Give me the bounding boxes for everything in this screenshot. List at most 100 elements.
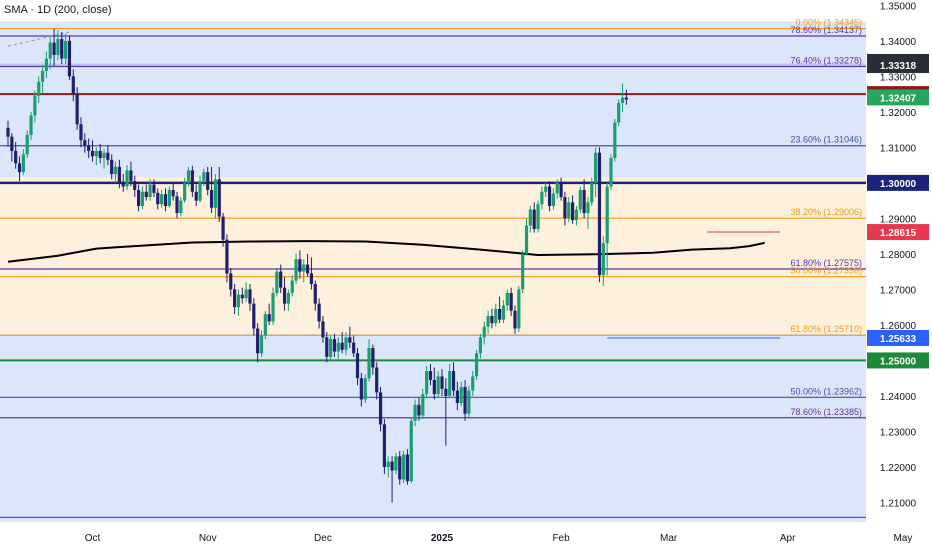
candle [286, 289, 290, 311]
candle-body [617, 102, 621, 123]
candle-body [225, 239, 229, 274]
candle [175, 191, 179, 219]
candle [271, 287, 275, 325]
price-tag-text: 1.28615 [880, 228, 917, 239]
candle [613, 118, 617, 162]
candle [275, 268, 279, 297]
candle [355, 348, 360, 386]
candle-body [175, 196, 179, 214]
candle [282, 276, 287, 311]
candle [67, 35, 72, 80]
candle [75, 87, 79, 130]
candle-body [229, 273, 233, 290]
candle-body [121, 182, 125, 187]
candle-body [133, 181, 137, 190]
candle [513, 305, 517, 334]
candle-body [209, 189, 214, 208]
candle [125, 165, 129, 190]
candle [425, 365, 429, 398]
candle [498, 296, 502, 324]
candle-body [44, 58, 49, 72]
candle [363, 374, 367, 404]
candle [486, 310, 490, 334]
candle [256, 323, 260, 363]
candle [110, 154, 114, 180]
candle [371, 344, 375, 375]
candle [298, 250, 302, 279]
candle-body [544, 186, 548, 192]
candle [540, 186, 544, 210]
candle [601, 236, 605, 286]
candle [409, 417, 413, 483]
candle-body [117, 166, 121, 183]
candle [329, 335, 333, 361]
sma-200-line [7, 240, 765, 263]
candle [348, 326, 352, 348]
candle [467, 385, 471, 418]
candle [617, 99, 621, 127]
candle-body [14, 150, 18, 164]
candle-body [432, 379, 436, 395]
hlines-layer [0, 27, 866, 518]
candle [14, 142, 18, 169]
candle-body [494, 308, 498, 324]
candle [133, 175, 137, 198]
indicator-label[interactable]: SMA · 1D (200, close) [4, 4, 112, 16]
candle [509, 287, 513, 317]
candle-body [348, 337, 352, 343]
candle [501, 300, 506, 324]
price-tag-text: 1.25000 [880, 356, 917, 367]
price-tag-bg [867, 224, 929, 241]
candle [25, 130, 29, 159]
candle-body [570, 202, 575, 221]
candle [459, 381, 463, 407]
candle-body [551, 193, 555, 206]
candle [451, 362, 456, 396]
sma-layer [7, 240, 765, 263]
candle [482, 321, 486, 345]
candle-body [332, 339, 337, 352]
candle-body [186, 170, 191, 183]
candle-body [359, 378, 363, 400]
candle [140, 186, 145, 210]
candle [340, 332, 344, 354]
candle [194, 184, 198, 206]
candle-body [390, 461, 394, 471]
candle-body [248, 289, 252, 304]
candle [352, 335, 356, 357]
candle [136, 184, 141, 212]
candle-body [217, 179, 221, 217]
x-tick-label: Dec [314, 533, 332, 544]
candle [90, 140, 95, 162]
candle-body [25, 134, 29, 155]
candle-body [213, 179, 218, 208]
candle-body [6, 127, 10, 137]
candle [248, 284, 252, 311]
candle-body [48, 42, 52, 59]
candle-body [513, 310, 517, 329]
candle-body [240, 294, 244, 299]
candle [444, 378, 448, 446]
candle-body [505, 292, 509, 306]
candle-body [282, 287, 287, 304]
candle-body [233, 289, 237, 308]
candle-body [609, 158, 613, 187]
candle [56, 30, 60, 61]
candle-body [87, 145, 91, 151]
price-tag-bg [867, 57, 929, 74]
candle [570, 195, 575, 224]
fib-level-label: 50.00% (1.27358) [790, 266, 862, 276]
candle [405, 449, 410, 485]
candle [160, 189, 164, 208]
candle [152, 179, 156, 198]
candle-body [405, 454, 410, 482]
candle [148, 179, 152, 201]
candle [94, 147, 98, 166]
candle [578, 186, 582, 214]
candle-body [71, 76, 75, 95]
candle [586, 197, 590, 230]
candle-body [509, 292, 513, 311]
candle-body [144, 191, 148, 198]
candle [267, 303, 271, 325]
